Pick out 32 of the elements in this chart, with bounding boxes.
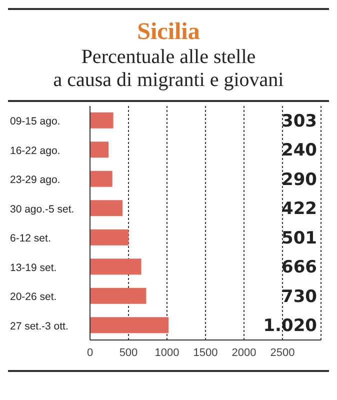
y-tick-label: 23-29 ago.	[10, 174, 60, 186]
data-label: 290	[282, 170, 318, 190]
data-label: 1.020	[263, 316, 318, 336]
data-label: 666	[282, 258, 317, 278]
x-tick-label: 0	[86, 346, 94, 359]
bar	[90, 112, 114, 128]
y-tick-label: 30 ago.-5 set.	[10, 203, 74, 216]
data-label: 730	[282, 286, 318, 307]
y-tick-label: 20-26 set.	[10, 291, 57, 304]
bar	[90, 200, 122, 216]
chart-title: Sicilia	[136, 18, 201, 46]
y-tick-label: 27 set.-3 ott.	[10, 320, 68, 332]
x-tick-label: 2000	[232, 346, 256, 359]
x-tick-label: 2500	[270, 346, 295, 359]
bar	[90, 170, 112, 187]
bar	[90, 317, 169, 334]
chart-subtitle: Percentuale alle stelle a causa di migranti e giovani	[52, 46, 285, 92]
x-tick-label: 1000	[154, 346, 180, 359]
bar	[90, 288, 146, 304]
y-tick-label: 09-15 ago.	[10, 116, 60, 128]
bar	[90, 258, 142, 275]
data-label: 240	[282, 140, 318, 161]
x-tick-label: 1500	[193, 346, 218, 359]
data-label: 303	[282, 111, 317, 132]
bar	[90, 142, 108, 158]
x-tick-label: 500	[119, 346, 138, 359]
y-tick-label: 13-19 set.	[10, 262, 57, 274]
data-label: 501	[282, 228, 317, 248]
y-tick-label: 16-22 ago.	[10, 144, 60, 157]
bar	[90, 229, 129, 246]
y-tick-label: 6-12 set.	[10, 232, 51, 245]
data-label: 422	[282, 199, 317, 220]
